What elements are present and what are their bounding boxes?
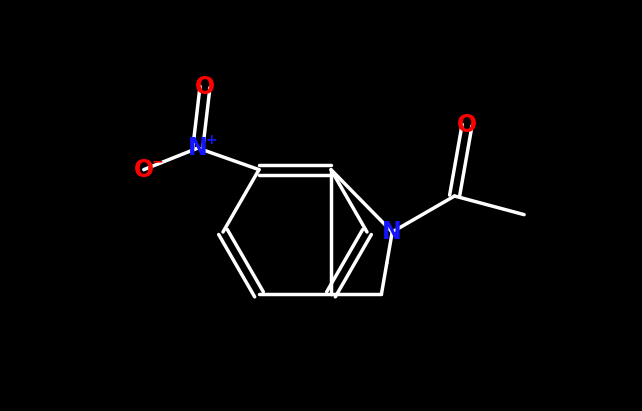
Text: N: N [188, 136, 207, 160]
Text: O: O [195, 75, 215, 99]
Text: −: − [152, 155, 164, 169]
Text: O: O [134, 158, 154, 182]
Text: +: + [206, 133, 218, 147]
Text: O: O [457, 113, 477, 137]
Text: N: N [383, 220, 402, 244]
